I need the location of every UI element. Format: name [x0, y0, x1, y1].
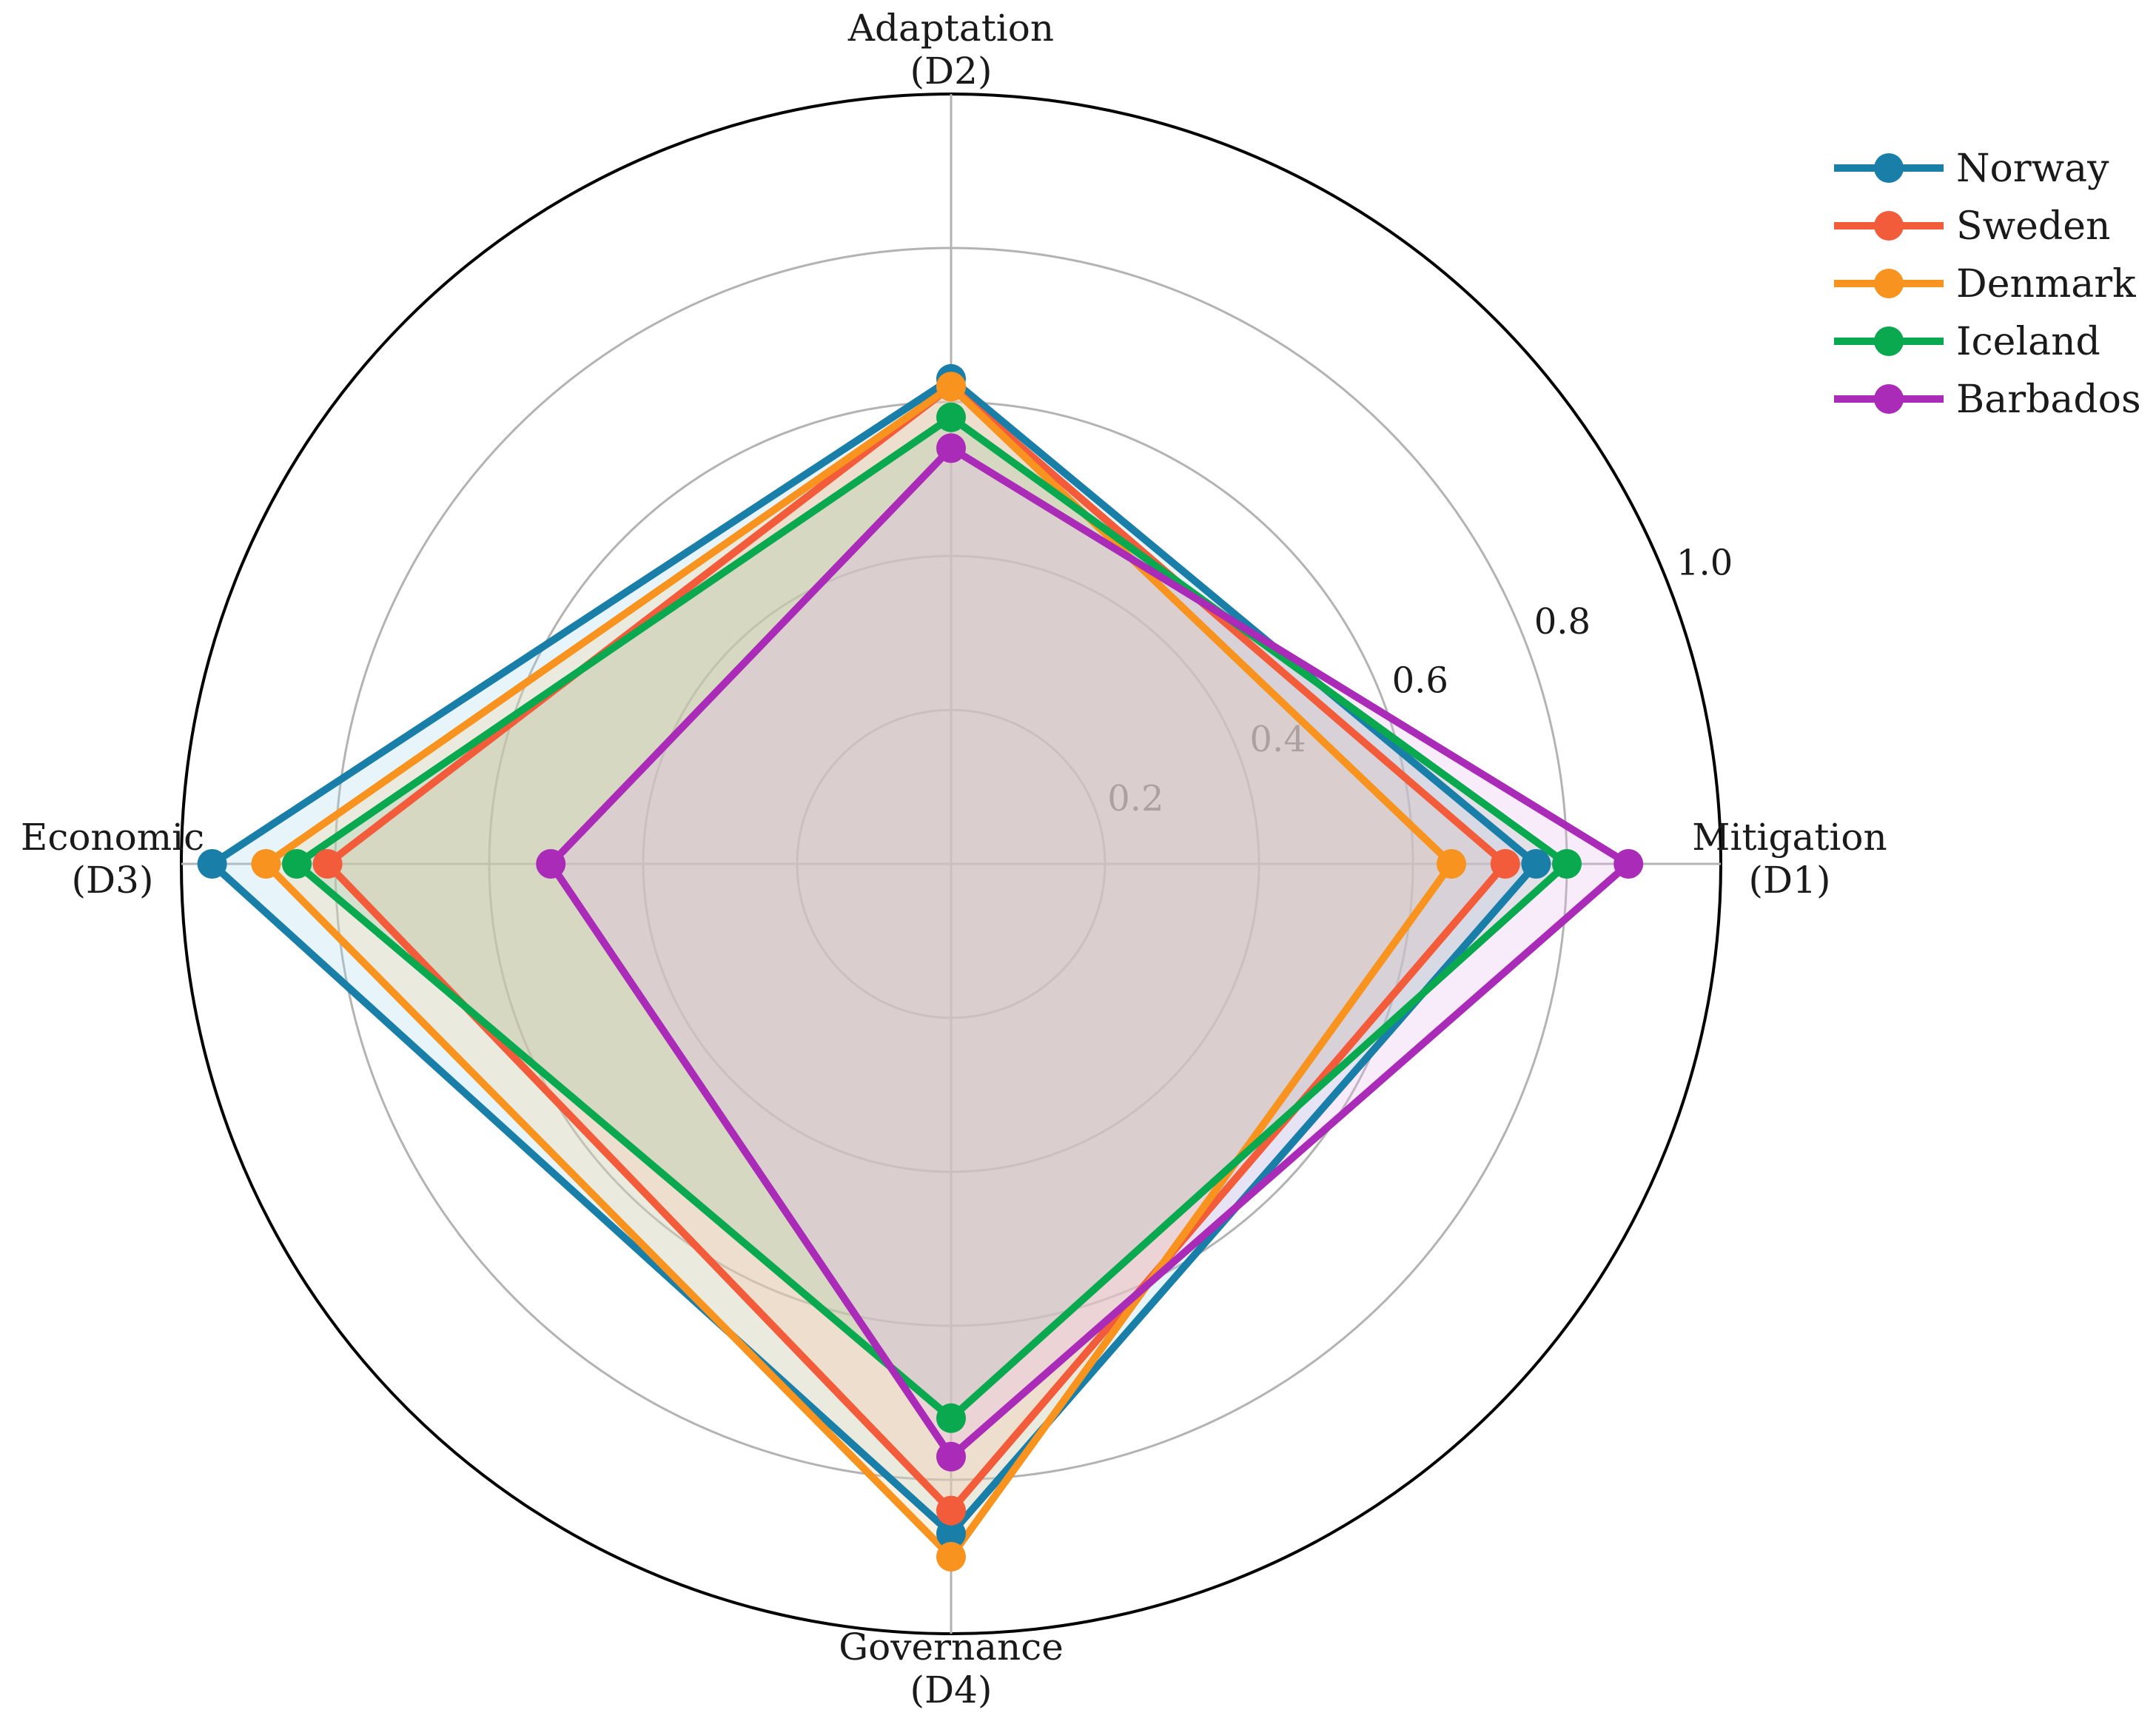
legend-item-denmark: Denmark [1834, 262, 2136, 306]
data-point-norway-d3 [197, 849, 227, 879]
data-point-iceland-d4 [936, 1403, 966, 1433]
radial-tick-label: 0.8 [1534, 601, 1591, 643]
legend-swatch-marker [1874, 384, 1904, 414]
data-point-norway-d4 [936, 1518, 966, 1549]
data-point-iceland-d3 [282, 849, 312, 879]
data-point-denmark-d1 [1437, 849, 1466, 879]
legend-swatch-marker [1874, 211, 1904, 241]
data-point-barbados-d4 [936, 1441, 966, 1472]
axis-code-governance: (D4) [910, 1669, 993, 1711]
series-fill-sweden [327, 386, 1505, 1511]
legend-swatch-marker [1874, 153, 1904, 183]
axis-label-mitigation: Mitigation [1692, 816, 1887, 859]
data-point-denmark-d4 [936, 1542, 966, 1572]
legend-item-sweden: Sweden [1834, 204, 2110, 249]
data-point-sweden-d4 [936, 1495, 966, 1526]
radial-tick-label: 1.0 [1676, 542, 1733, 583]
legend-swatch-marker [1874, 326, 1904, 356]
legend-item-norway: Norway [1834, 147, 2109, 191]
radial-tick-label: 0.4 [1249, 719, 1306, 760]
axis-code-mitigation: (D1) [1749, 859, 1831, 902]
axis-labels: Mitigation(D1) Adaptation(D2) Economic(D3)… [21, 7, 1887, 1711]
data-point-iceland-d1 [1552, 849, 1582, 879]
axis-label-economic: Economic [21, 816, 204, 859]
data-point-barbados-d3 [536, 849, 566, 879]
data-point-norway-d1 [1521, 849, 1551, 879]
legend: Norway Sweden Denmark Iceland Barbados [1834, 147, 2141, 422]
axis-label-governance: Governance [839, 1626, 1064, 1669]
legend-item-iceland: Iceland [1834, 320, 2100, 364]
series-points [197, 363, 1644, 1572]
legend-label: Barbados [1956, 378, 2141, 422]
data-point-barbados-d1 [1613, 849, 1644, 879]
legend-label: Sweden [1956, 204, 2110, 249]
legend-label: Denmark [1956, 262, 2136, 306]
data-point-iceland-d2 [936, 402, 966, 432]
legend-swatch-marker [1874, 269, 1904, 298]
legend-label: Iceland [1956, 320, 2100, 364]
radial-tick-label: 0.6 [1392, 660, 1448, 702]
axis-label-adaptation: Adaptation [847, 7, 1054, 50]
legend-label: Norway [1956, 147, 2109, 191]
radial-tick-label: 0.2 [1107, 778, 1163, 819]
axis-code-economic: (D3) [72, 859, 154, 902]
data-point-sweden-d3 [312, 849, 343, 879]
data-point-sweden-d1 [1490, 849, 1520, 879]
legend-item-barbados: Barbados [1834, 378, 2141, 422]
data-point-barbados-d2 [936, 433, 966, 463]
data-point-denmark-d2 [936, 372, 966, 402]
axis-code-adaptation: (D2) [910, 50, 993, 93]
data-point-denmark-d3 [251, 849, 281, 879]
